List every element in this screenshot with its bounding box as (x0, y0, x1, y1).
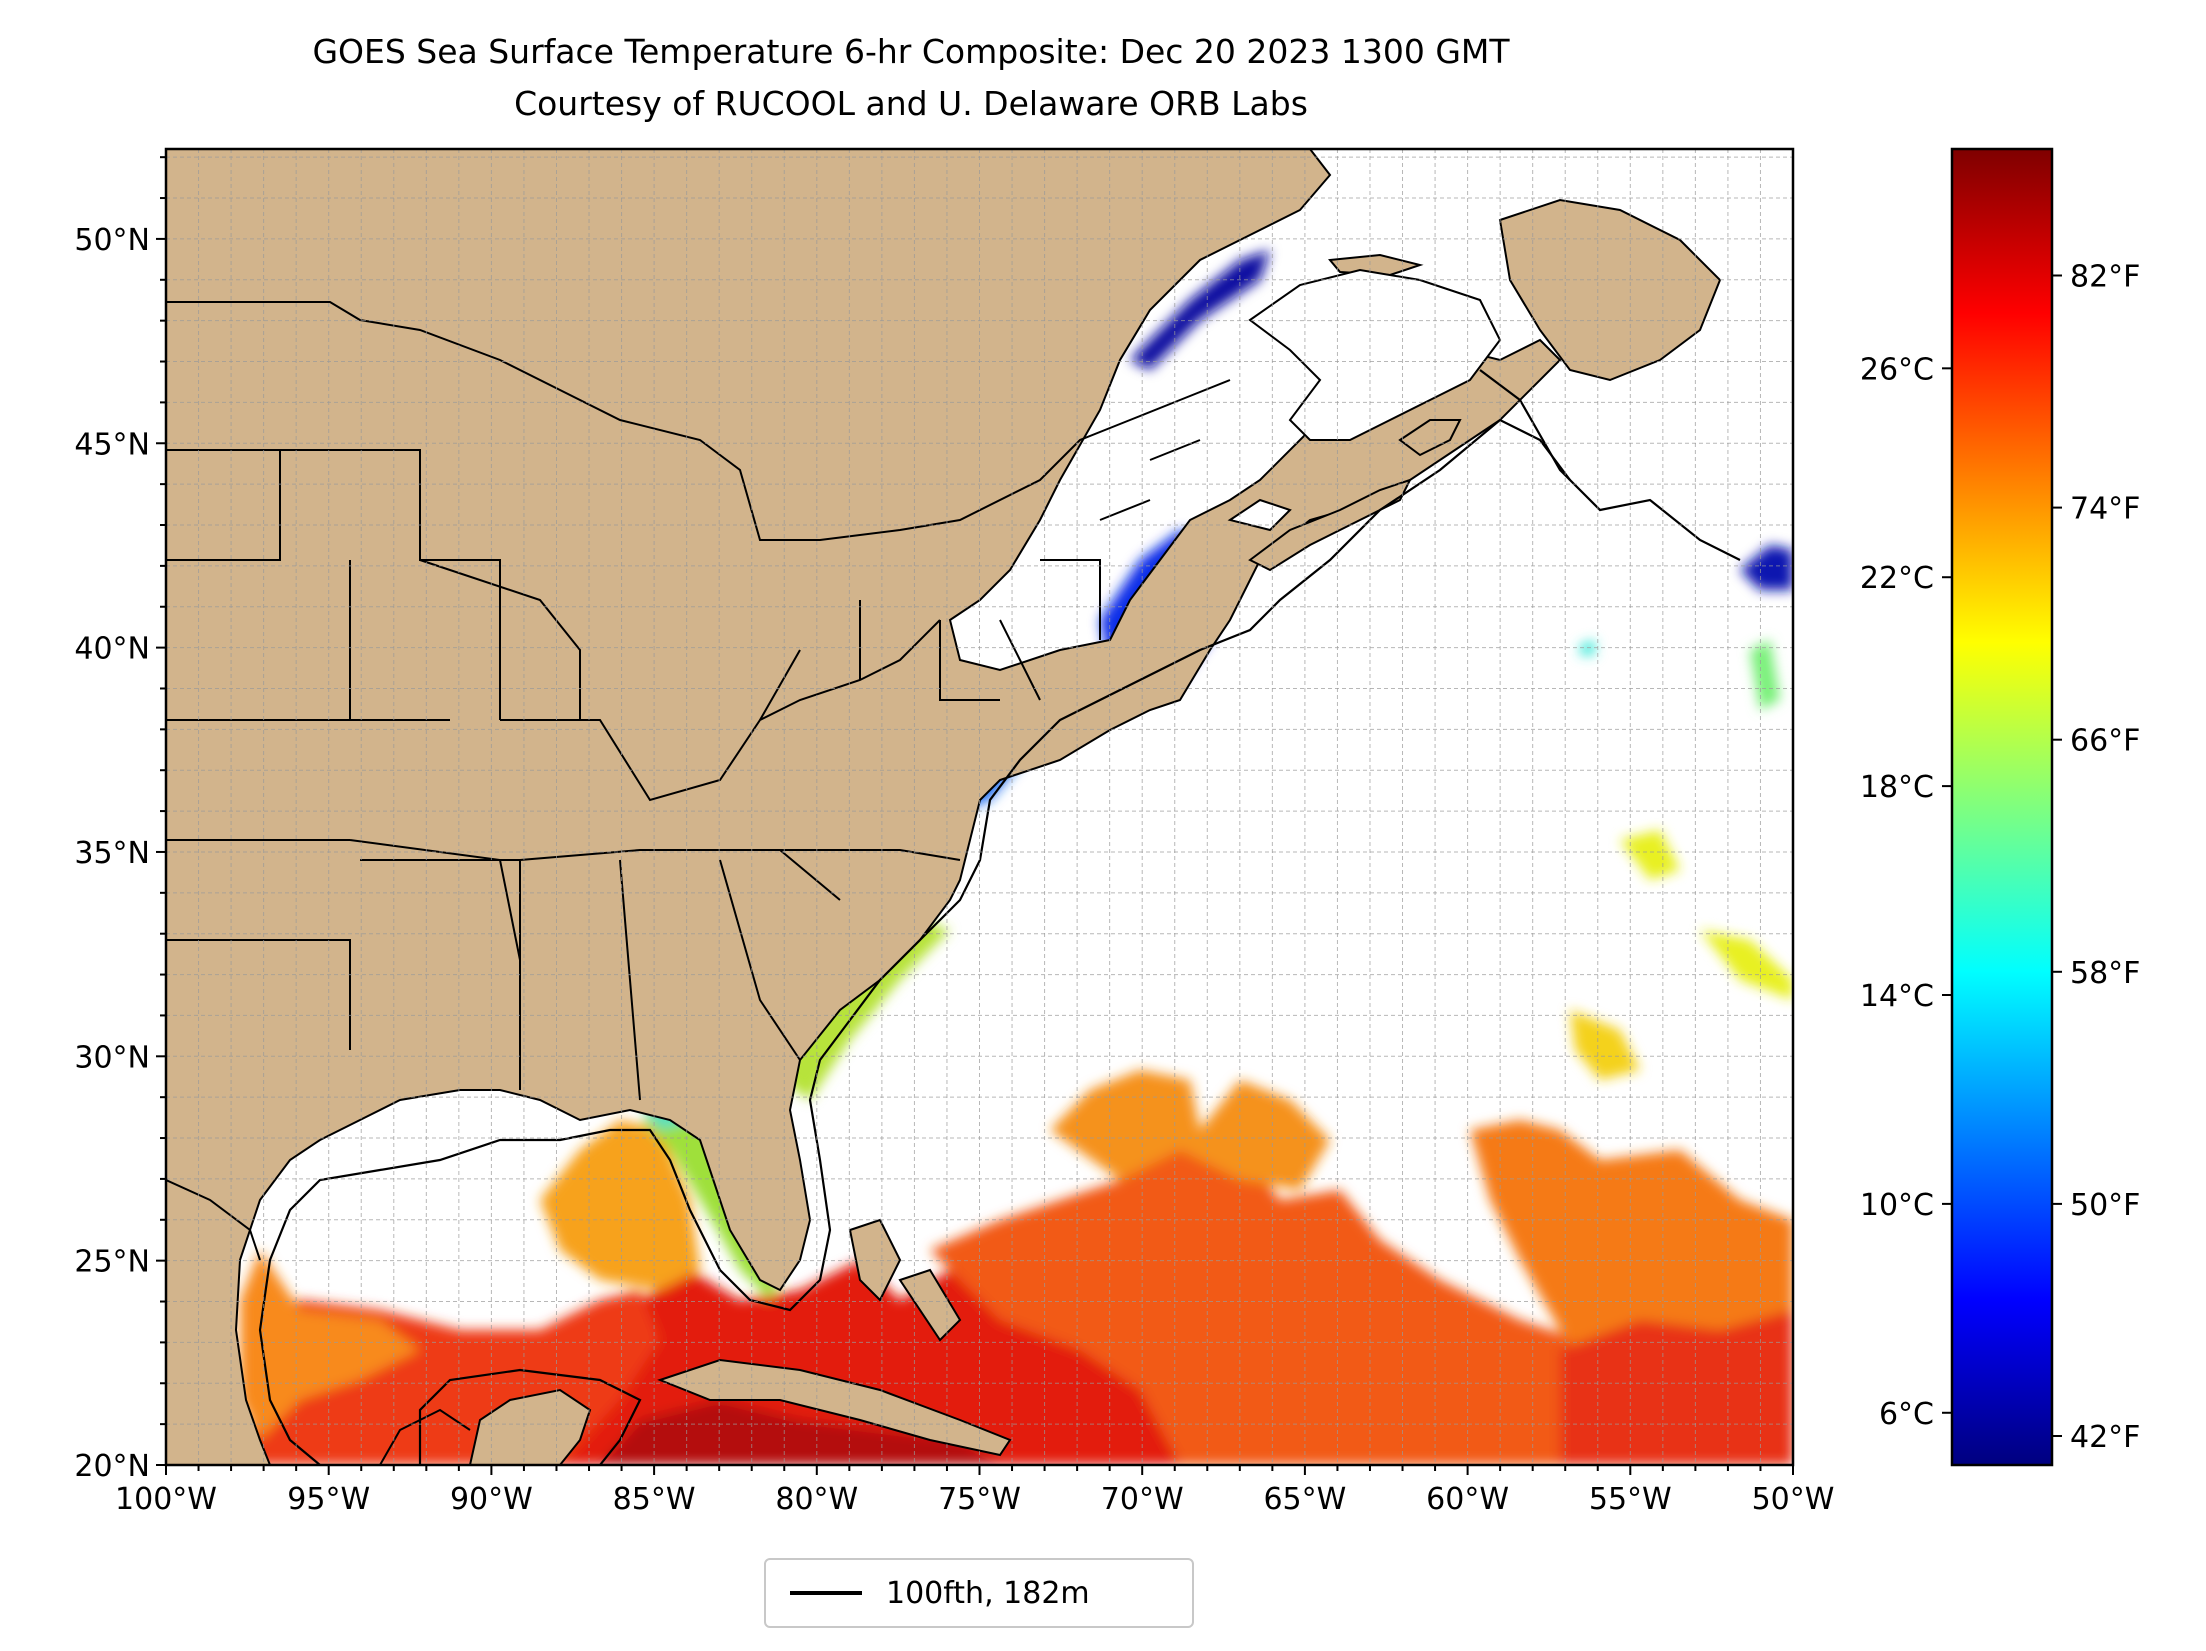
colorbar-celsius-axis: 6°C 10°C 14°C 18°C 22°C 26°C (1860, 352, 1952, 1432)
border-us-mexico (166, 1179, 261, 1261)
contour-100fth (258, 418, 1571, 1465)
bahamas (848, 1218, 962, 1342)
sst-offshore-yellow-1 (1620, 830, 1680, 880)
land-north-america (166, 149, 1562, 1465)
land-newfoundland (1498, 198, 1722, 382)
border-us-canada (166, 301, 1231, 541)
lon-tick-label: 80°W (775, 1482, 858, 1517)
colorbar-c-tick-label: 14°C (1860, 979, 1934, 1014)
colorbar-f-tick-label: 50°F (2070, 1188, 2140, 1223)
lon-tick-label: 75°W (938, 1482, 1021, 1517)
graticule (166, 149, 1793, 1465)
lat-tick-label: 25°N (74, 1245, 150, 1280)
bahamas-bank-2 (898, 1268, 962, 1342)
colorbar-c-tick-label: 26°C (1860, 352, 1934, 387)
sst-offshore-yellow-3 (1570, 1010, 1640, 1080)
colorbar-f-tick-label: 42°F (2070, 1420, 2140, 1455)
lon-axis: 100°W 95°W 90°W 85°W 80°W 75°W 70°W 65°W 60°W 55°… (115, 1465, 1834, 1517)
border-states-east (759, 439, 1201, 721)
sst-atlantic-orange (1050, 1070, 1330, 1190)
colorbar-fahrenheit-axis: 42°F 50°F 58°F 66°F 74°F 82°F (2052, 259, 2140, 1455)
sst-newfoundland-dark (1740, 545, 1793, 590)
colorbar-f-tick-label: 82°F (2070, 259, 2140, 294)
sst-gulf-west-orange (240, 1250, 420, 1440)
colorbar: 6°C 10°C 14°C 18°C 22°C 26°C 42°F 50°F 58°F 66°F… (1860, 147, 2140, 1467)
lat-tick-label: 40°N (74, 632, 150, 667)
sst-gulf-yellow-orange (540, 1120, 700, 1290)
colorbar-c-tick-label: 22°C (1860, 561, 1934, 596)
inland-waters (1227, 268, 1502, 532)
colorbar-c-tick-label: 10°C (1860, 1188, 1934, 1223)
land-yucatan (468, 1388, 592, 1465)
lon-tick-label: 55°W (1589, 1482, 1672, 1517)
contour-100fth-yucatan (418, 1368, 642, 1465)
sst-st-lawrence-dark (1130, 250, 1270, 370)
colorbar-f-tick-label: 66°F (2070, 724, 2140, 759)
map-plot-area (166, 149, 1793, 1465)
gulf-of-st-lawrence (1248, 268, 1502, 441)
lon-tick-label: 95°W (287, 1482, 370, 1517)
colorbar-c-tick-label: 6°C (1879, 1397, 1934, 1432)
colorbar-c-tick-label: 18°C (1860, 770, 1934, 805)
sst-offshore-yellow-2 (1700, 930, 1793, 1000)
contour-100fth-grand-banks (1479, 369, 1741, 561)
lat-tick-label: 45°N (74, 427, 150, 462)
lat-tick-label: 35°N (74, 836, 150, 871)
sst-caribbean-deep (600, 1400, 1000, 1465)
land-pei-cape-breton (1398, 419, 1462, 457)
lon-tick-label: 65°W (1263, 1482, 1346, 1517)
lat-tick-label: 30°N (74, 1040, 150, 1075)
bahamas-bank-1 (848, 1218, 902, 1302)
colorbar-gradient (1950, 147, 2054, 1467)
legend: 100fth, 182m (764, 1558, 1194, 1628)
legend-label: 100fth, 182m (886, 1575, 1090, 1611)
bay-of-fundy (1227, 498, 1292, 532)
lat-axis: 20°N 25°N 30°N 35°N 40°N 45°N 50°N (74, 156, 166, 1484)
lon-tick-label: 60°W (1426, 1482, 1509, 1517)
sst-offshore-green (1750, 640, 1780, 710)
lon-tick-label: 90°W (450, 1482, 533, 1517)
lon-tick-label: 70°W (1101, 1482, 1184, 1517)
lat-tick-label: 50°N (74, 223, 150, 258)
lon-tick-label: 85°W (613, 1482, 696, 1517)
colorbar-f-tick-label: 74°F (2070, 492, 2140, 527)
sst-atlantic-east-red (1560, 1310, 1793, 1465)
lon-tick-label: 50°W (1752, 1482, 1835, 1517)
lon-tick-label: 100°W (115, 1482, 217, 1517)
border-states-west (166, 449, 521, 1050)
map-subtitle: Courtesy of RUCOOL and U. Delaware ORB L… (514, 84, 1308, 123)
lat-tick-label: 20°N (74, 1449, 150, 1484)
colorbar-f-tick-label: 58°F (2070, 956, 2140, 991)
map-title: GOES Sea Surface Temperature 6-hr Compos… (312, 32, 1510, 71)
legend-line-swatch (790, 1591, 862, 1595)
sst-atlantic-central (930, 1130, 1620, 1465)
land-anticosti (1328, 253, 1424, 277)
